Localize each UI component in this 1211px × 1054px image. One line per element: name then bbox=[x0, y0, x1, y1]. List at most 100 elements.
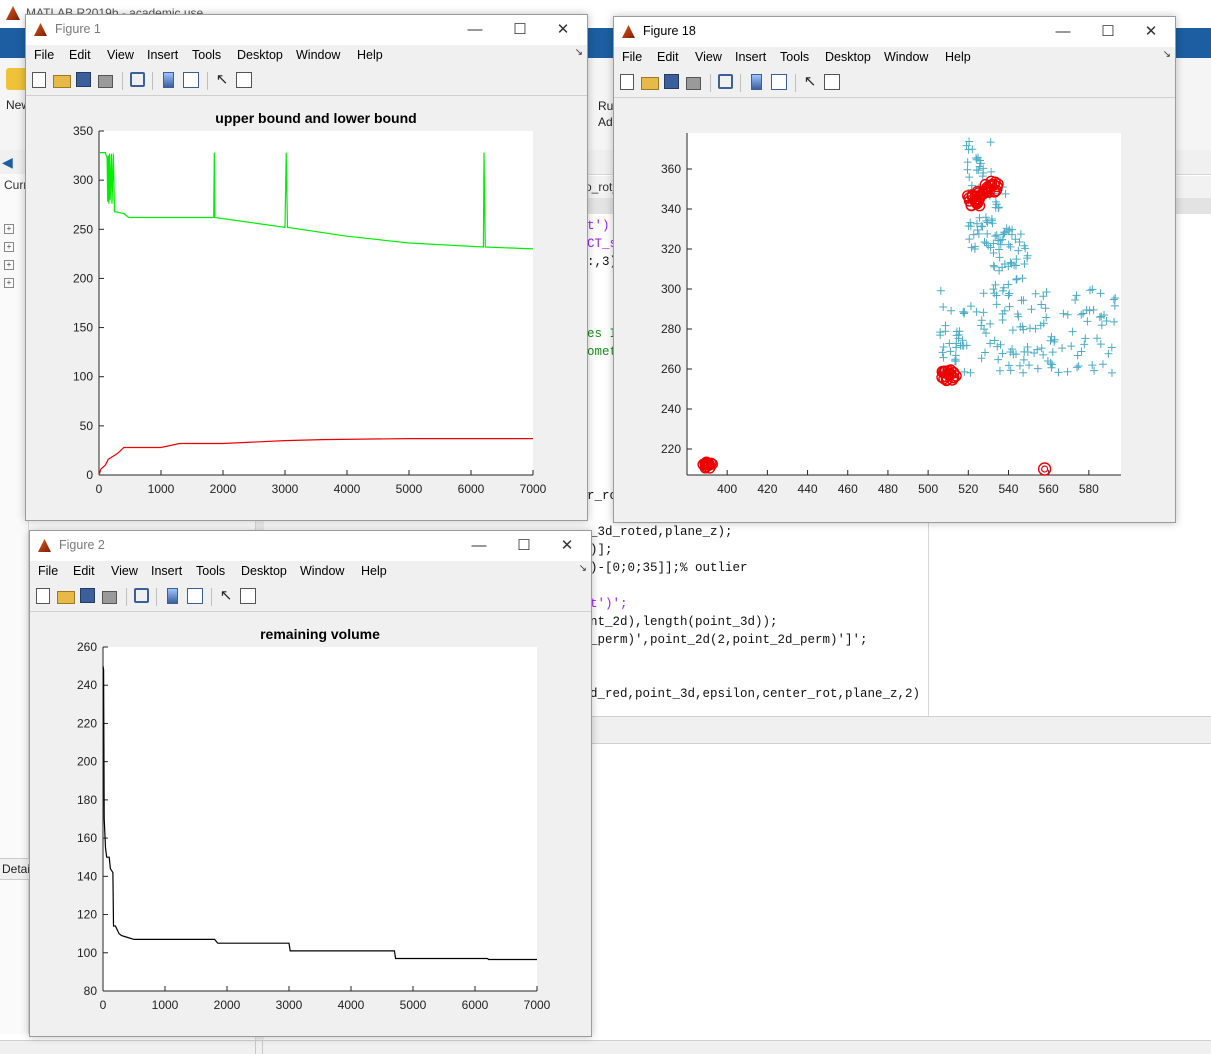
volume-plot[interactable]: 0 1000 2000 3000 4000 5000 6000 7000 80 100 120 140… bbox=[30, 611, 591, 1036]
menu-edit[interactable]: Edit bbox=[657, 50, 679, 64]
menu-tools[interactable]: Tools bbox=[192, 48, 222, 62]
dock-arrow-icon[interactable]: ↘ bbox=[574, 47, 583, 58]
legend-icon[interactable] bbox=[183, 72, 199, 88]
expand-node-icon[interactable]: + bbox=[4, 242, 14, 252]
menu-tools[interactable]: Tools bbox=[196, 564, 226, 578]
colorbar-icon[interactable] bbox=[167, 588, 178, 604]
edit-plot-arrow-icon[interactable]: ↖ bbox=[803, 73, 817, 90]
minimize-icon[interactable]: — bbox=[471, 537, 487, 554]
link-plot-icon[interactable] bbox=[130, 72, 145, 87]
maximize-icon[interactable]: ☐ bbox=[513, 21, 527, 38]
menu-desktop[interactable]: Desktop bbox=[237, 48, 283, 62]
figure-1-toolbar: ↖ bbox=[26, 67, 587, 96]
menu-insert[interactable]: Insert bbox=[735, 50, 767, 64]
menu-view[interactable]: View bbox=[695, 50, 722, 64]
menu-desktop[interactable]: Desktop bbox=[241, 564, 287, 578]
toolbar-separator bbox=[122, 72, 123, 90]
link-plot-icon[interactable] bbox=[134, 588, 149, 603]
menu-window[interactable]: Window bbox=[884, 50, 929, 64]
menu-window[interactable]: Window bbox=[300, 564, 345, 578]
scatter-point bbox=[1013, 310, 1022, 319]
print-icon[interactable] bbox=[686, 77, 701, 90]
scatter-point bbox=[992, 300, 1001, 309]
new-figure-icon[interactable] bbox=[36, 588, 50, 604]
open-file-icon[interactable] bbox=[53, 75, 71, 88]
print-icon[interactable] bbox=[98, 75, 113, 88]
menu-file[interactable]: File bbox=[38, 564, 59, 578]
scatter-point bbox=[1099, 310, 1108, 319]
close-icon[interactable]: ✕ bbox=[560, 537, 574, 554]
new-script-icon[interactable] bbox=[6, 68, 28, 90]
details-panel-label[interactable]: Detai bbox=[0, 858, 32, 880]
colorbar-icon[interactable] bbox=[163, 72, 174, 88]
menu-insert[interactable]: Insert bbox=[147, 48, 179, 62]
legend-icon[interactable] bbox=[187, 588, 203, 604]
ribbon-run-label[interactable]: Ru Ad bbox=[598, 98, 613, 130]
menu-file[interactable]: File bbox=[622, 50, 643, 64]
property-inspector-icon[interactable] bbox=[824, 74, 840, 90]
code-line: )]; bbox=[590, 543, 613, 557]
save-icon[interactable] bbox=[80, 588, 95, 603]
menu-insert[interactable]: Insert bbox=[151, 564, 183, 578]
menu-help[interactable]: Help bbox=[945, 50, 971, 64]
figure-1-titlebar[interactable]: Figure 1 — ☐ ✕ bbox=[26, 15, 587, 45]
figure-2-window[interactable]: Figure 2 — ☐ ✕ File Edit View Insert Too… bbox=[29, 530, 592, 1037]
status-divider bbox=[262, 1041, 263, 1054]
menu-edit[interactable]: Edit bbox=[73, 564, 95, 578]
property-inspector-icon[interactable] bbox=[240, 588, 256, 604]
save-icon[interactable] bbox=[76, 72, 91, 87]
maximize-icon[interactable]: ☐ bbox=[1101, 23, 1115, 40]
menu-view[interactable]: View bbox=[107, 48, 134, 62]
minimize-icon[interactable]: — bbox=[1055, 23, 1071, 40]
menu-help[interactable]: Help bbox=[361, 564, 387, 578]
scatter-point bbox=[983, 229, 992, 238]
menu-help[interactable]: Help bbox=[357, 48, 383, 62]
editor-tab-label[interactable]: o_rot_ bbox=[585, 180, 620, 194]
expand-node-icon[interactable]: + bbox=[4, 260, 14, 270]
dock-arrow-icon[interactable]: ↘ bbox=[1162, 49, 1171, 60]
open-file-icon[interactable] bbox=[57, 591, 75, 604]
close-icon[interactable]: ✕ bbox=[1144, 23, 1158, 40]
open-file-icon[interactable] bbox=[641, 77, 659, 90]
maximize-icon[interactable]: ☐ bbox=[517, 537, 531, 554]
y-tick-label: 140 bbox=[77, 869, 97, 883]
expand-node-icon[interactable]: + bbox=[4, 278, 14, 288]
menu-edit[interactable]: Edit bbox=[69, 48, 91, 62]
scatter-point bbox=[1090, 366, 1099, 375]
ribbon-run-text-2[interactable]: Ad bbox=[598, 115, 613, 129]
menu-file[interactable]: File bbox=[34, 48, 55, 62]
scatter-point bbox=[1000, 229, 1009, 238]
legend-icon[interactable] bbox=[771, 74, 787, 90]
figure-18-titlebar[interactable]: Figure 18 — ☐ ✕ bbox=[614, 17, 1175, 47]
bounds-plot[interactable]: 0 1000 2000 3000 4000 5000 6000 7000 0 50 100 150 20… bbox=[26, 95, 587, 520]
ribbon-run-text[interactable]: Ru bbox=[598, 99, 614, 113]
scatter-plot[interactable]: 400 420 440 460 480 500 520 540 560 580 220 240 260 2… bbox=[614, 97, 1175, 522]
colorbar-icon[interactable] bbox=[751, 74, 762, 90]
figure-18-window[interactable]: Figure 18 — ☐ ✕ File Edit View Insert To… bbox=[613, 16, 1176, 523]
menu-window[interactable]: Window bbox=[296, 48, 341, 62]
back-arrow-icon[interactable]: ◀ bbox=[2, 154, 13, 170]
link-plot-icon[interactable] bbox=[718, 74, 733, 89]
property-inspector-icon[interactable] bbox=[236, 72, 252, 88]
edit-plot-arrow-icon[interactable]: ↖ bbox=[219, 587, 233, 604]
new-figure-icon[interactable] bbox=[620, 74, 634, 90]
edit-plot-arrow-icon[interactable]: ↖ bbox=[215, 71, 229, 88]
figure-2-titlebar[interactable]: Figure 2 — ☐ ✕ bbox=[30, 531, 591, 561]
series-line bbox=[98, 438, 533, 476]
minimize-icon[interactable]: — bbox=[467, 21, 483, 38]
plot-area bbox=[99, 131, 533, 475]
menu-view[interactable]: View bbox=[111, 564, 138, 578]
scatter-point bbox=[973, 226, 982, 235]
new-figure-icon[interactable] bbox=[32, 72, 46, 88]
close-icon[interactable]: ✕ bbox=[556, 21, 570, 38]
code-line: t') bbox=[587, 219, 610, 233]
print-icon[interactable] bbox=[102, 591, 117, 604]
menu-desktop[interactable]: Desktop bbox=[825, 50, 871, 64]
scatter-point bbox=[963, 158, 972, 167]
expand-node-icon[interactable]: + bbox=[4, 224, 14, 234]
ribbon-new-label[interactable]: New bbox=[6, 98, 31, 112]
figure-1-window[interactable]: Figure 1 — ☐ ✕ File Edit View Insert Too… bbox=[25, 14, 588, 521]
menu-tools[interactable]: Tools bbox=[780, 50, 810, 64]
dock-arrow-icon[interactable]: ↘ bbox=[578, 563, 587, 574]
save-icon[interactable] bbox=[664, 74, 679, 89]
